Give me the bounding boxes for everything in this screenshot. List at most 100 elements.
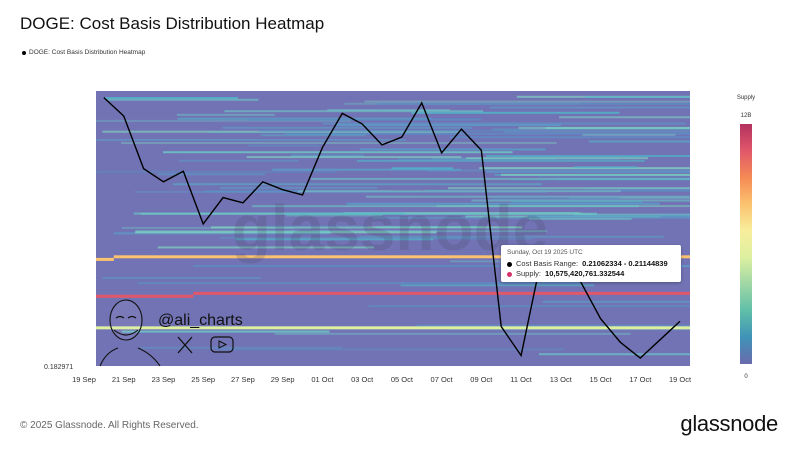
x-tick-label: 19 Oct: [669, 375, 692, 384]
heatmap-cell: [335, 124, 561, 127]
x-tick-label: 27 Sep: [231, 375, 255, 384]
heatmap-cell: [528, 217, 632, 220]
heatmap-cell: [203, 190, 422, 193]
heatmap-cell: [258, 129, 521, 132]
heatmap-cell: [96, 170, 337, 173]
heatmap-cell: [252, 205, 639, 208]
heatmap-cell: [265, 225, 368, 228]
cost-basis-value: 0.21062334 - 0.21144839: [582, 259, 668, 268]
highlight-band: [193, 291, 690, 295]
heatmap-cell: [105, 97, 239, 100]
x-tick-label: 03 Oct: [351, 375, 374, 384]
x-tick-label: 17 Oct: [629, 375, 652, 384]
heatmap-cell: [284, 132, 690, 135]
heatmap-cells: [96, 95, 690, 356]
heatmap-cell: [434, 238, 533, 241]
heatmap-cell: [134, 190, 548, 193]
heatmap-cell: [542, 300, 690, 303]
tooltip-cost-basis-row: Cost Basis Range: 0.21062334 - 0.2114483…: [507, 259, 675, 269]
heatmap-cell: [391, 167, 453, 170]
heatmap-cell: [486, 155, 690, 158]
author-handle: @ali_charts: [158, 312, 243, 329]
heatmap-cell: [425, 189, 690, 192]
heatmap-cell: [449, 136, 690, 139]
highlight-band: [96, 257, 114, 261]
x-tick-label: 01 Oct: [311, 375, 334, 384]
heatmap-cell: [516, 95, 690, 98]
supply-label: Supply:: [516, 269, 542, 278]
heatmap-cell: [219, 236, 474, 239]
x-tick-label: 15 Oct: [589, 375, 612, 384]
heatmap-cell: [163, 151, 513, 154]
heatmap-cell: [137, 282, 585, 285]
heatmap-cell: [504, 130, 690, 133]
heatmap-cell: [216, 348, 565, 351]
youtube-icon[interactable]: [210, 336, 234, 353]
heatmap-cell: [96, 138, 407, 141]
heatmap-cell: [518, 126, 690, 129]
heatmap-cell: [574, 166, 638, 169]
heatmap-cell: [582, 133, 676, 136]
heatmap-cell: [311, 177, 690, 180]
heatmap-cell: [140, 346, 342, 349]
heatmap-cell: [368, 305, 690, 308]
heatmap-cell: [377, 102, 690, 105]
heatmap-cell: [235, 238, 434, 241]
colorbar-title: Supply: [737, 95, 755, 101]
watermark: glassnode: [232, 192, 549, 264]
author-avatar: [99, 299, 161, 367]
heatmap-cell: [135, 230, 547, 233]
heatmap-cell: [492, 128, 690, 131]
heatmap-cell: [465, 157, 649, 160]
heatmap-cell: [511, 200, 643, 203]
y-min-label: 0.182971: [44, 364, 73, 371]
heatmap-cell: [359, 235, 664, 238]
price-line: [103, 97, 681, 360]
cost-basis-label: Cost Basis Range:: [516, 259, 579, 268]
cost-basis-dot-icon: [507, 261, 512, 267]
heatmap-cell: [291, 154, 364, 157]
heatmap-cell: [224, 110, 484, 113]
heatmap-cell: [176, 113, 275, 116]
heatmap-cell: [248, 118, 482, 121]
heatmap-cell: [322, 122, 686, 125]
heatmap-cell: [359, 148, 546, 151]
heatmap-cell: [489, 106, 690, 109]
heatmap-cell: [246, 156, 462, 159]
chart-title: DOGE: Cost Basis Distribution Heatmap: [20, 14, 325, 33]
glassnode-logo[interactable]: glassnode: [680, 411, 778, 436]
tooltip: Sunday, Oct 19 2025 UTC Cost Basis Range…: [501, 245, 681, 282]
x-tick-label: 05 Oct: [391, 375, 414, 384]
heatmap-cell: [588, 140, 690, 143]
heatmap-cell: [121, 330, 330, 333]
heatmap-cell: [122, 226, 294, 229]
x-tick-label: 21 Sep: [112, 375, 136, 384]
heatmap-cell: [573, 213, 690, 216]
supply-value: 10,575,420,761.332544: [545, 269, 625, 278]
heatmap-cell: [219, 186, 378, 189]
x-tick-label: 19 Sep: [72, 375, 96, 384]
heatmap-cell: [222, 126, 473, 129]
heatmap-cell: [527, 215, 690, 218]
price-series: [103, 97, 681, 360]
heatmap-cell: [537, 176, 690, 179]
heatmap-cell: [274, 332, 631, 335]
heatmap-cell: [364, 100, 690, 103]
heatmap-cell: [327, 109, 450, 112]
x-tick-label: 09 Oct: [470, 375, 493, 384]
heatmap-cell: [491, 197, 620, 200]
heatmap-cell: [260, 134, 366, 137]
heatmap-cell: [447, 187, 690, 190]
heatmap-cell: [121, 142, 557, 145]
heatmap-cell: [559, 116, 690, 119]
highlight-band: [96, 294, 194, 298]
supply-dot-icon: [507, 271, 512, 277]
heatmap-cell: [211, 189, 390, 192]
heatmap-cell: [107, 98, 259, 101]
heatmap-cell: [102, 276, 261, 279]
x-logo-icon[interactable]: [177, 336, 193, 354]
highlight-band: [113, 255, 690, 259]
footer-copyright: © 2025 Glassnode. All Rights Reserved.: [20, 420, 199, 431]
legend[interactable]: DOGE: Cost Basis Distribution Heatmap: [22, 49, 145, 56]
